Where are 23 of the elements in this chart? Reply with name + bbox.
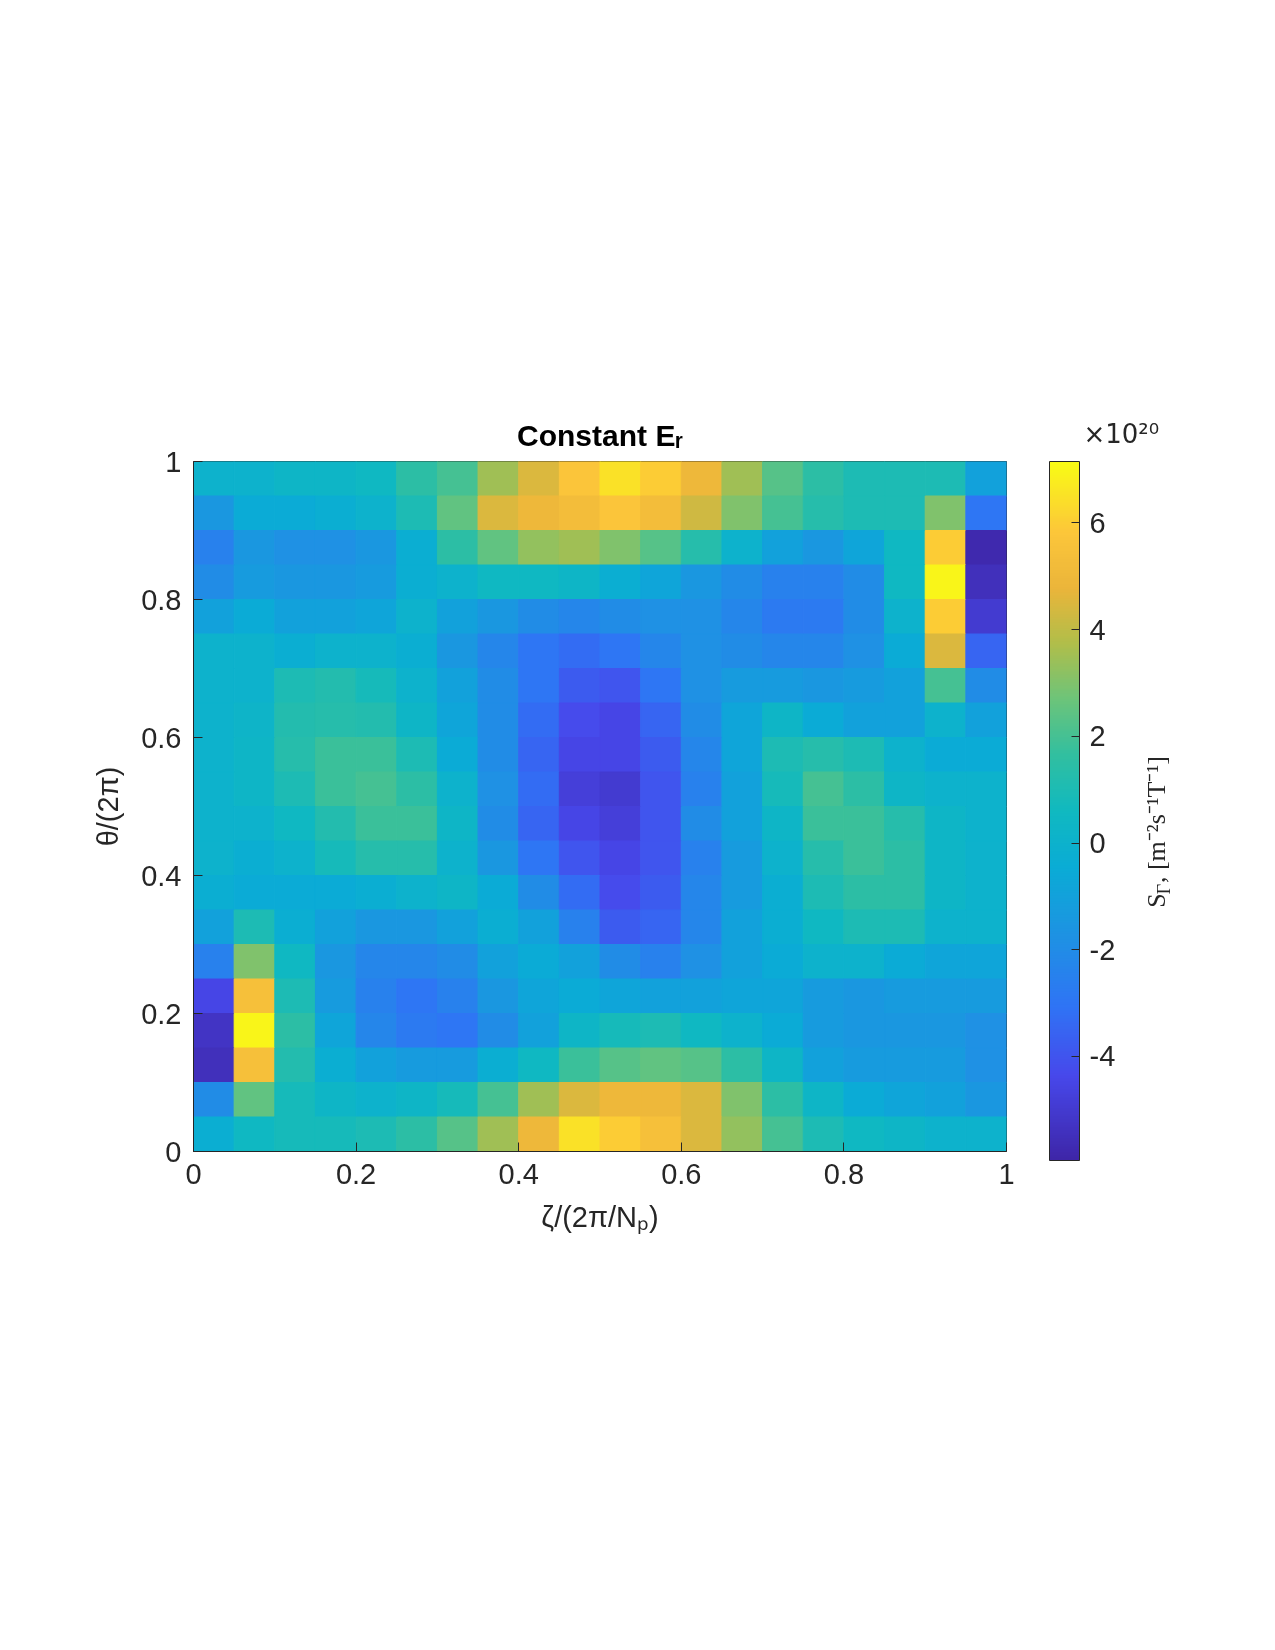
- text: ×10²⁰: [1083, 418, 1160, 449]
- y-axis-title: θ/(2π): [92, 766, 125, 847]
- x-tick-label: 0: [185, 1157, 202, 1190]
- y-tick-label: 0.4: [141, 859, 182, 892]
- x-tick-label: 1: [998, 1157, 1015, 1190]
- color-bar-label: -2: [1089, 933, 1116, 966]
- color-bar-label: 0: [1089, 827, 1106, 860]
- y-tick-label: 0: [165, 1135, 182, 1168]
- color-bar-label: 2: [1089, 720, 1106, 753]
- x-tick-label: 0.6: [661, 1157, 702, 1190]
- x-tick-label: 0.8: [823, 1157, 865, 1190]
- color-bar-title: SΓ, [m⁻²s⁻¹T⁻¹]: [1142, 756, 1175, 908]
- y-tick-label: 0.2: [141, 997, 182, 1030]
- y-tick-label: 0.6: [141, 721, 182, 754]
- x-axis-title: ζ/(2π/Nₚ): [541, 1200, 659, 1234]
- chart-title: Constant Eᵣ: [517, 418, 683, 452]
- color-bar-label: 6: [1089, 506, 1106, 539]
- x-tick-label: 0.2: [335, 1157, 377, 1190]
- y-tick-label: 1: [165, 445, 182, 478]
- y-tick-label: 0.8: [141, 583, 182, 616]
- x-tick-label: 0.4: [498, 1157, 539, 1190]
- color-bar-label: -4: [1089, 1040, 1116, 1073]
- color-bar-label: 4: [1089, 613, 1106, 646]
